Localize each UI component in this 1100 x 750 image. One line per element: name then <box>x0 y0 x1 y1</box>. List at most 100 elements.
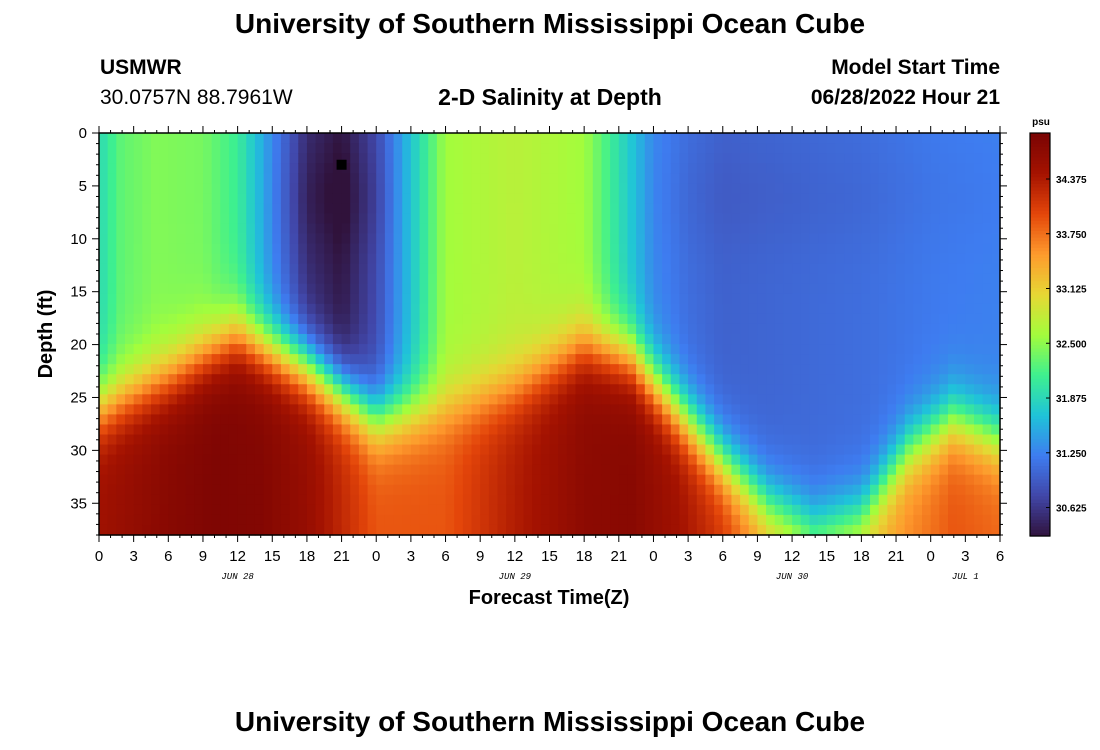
heatmap-cell <box>801 203 810 214</box>
heatmap-cell <box>671 354 680 365</box>
heatmap-cell <box>376 143 385 154</box>
heatmap-cell <box>983 294 992 305</box>
heatmap-cell <box>255 163 264 174</box>
heatmap-cell <box>324 404 333 415</box>
heatmap-cell <box>619 244 628 255</box>
heatmap-cell <box>671 374 680 385</box>
heatmap-cell <box>627 163 636 174</box>
heatmap-cell <box>290 203 299 214</box>
heatmap-cell <box>653 163 662 174</box>
heatmap-cell <box>593 274 602 285</box>
heatmap-cell <box>350 133 359 144</box>
heatmap-cell <box>437 193 446 204</box>
heatmap-cell <box>619 324 628 335</box>
heatmap-cell <box>506 254 515 265</box>
heatmap-cell <box>974 414 983 425</box>
heatmap-cell <box>905 455 914 466</box>
heatmap-cell <box>853 304 862 315</box>
heatmap-cell <box>731 324 740 335</box>
heatmap-cell <box>116 525 125 536</box>
heatmap-cell <box>558 435 567 446</box>
heatmap-cell <box>887 435 896 446</box>
heatmap-cell <box>524 193 533 204</box>
heatmap-cell <box>168 163 177 174</box>
heatmap-cell <box>740 495 749 506</box>
heatmap-cell <box>991 213 1000 224</box>
heatmap-cell <box>653 334 662 345</box>
heatmap-cell <box>662 424 671 435</box>
heatmap-cell <box>151 515 160 526</box>
heatmap-cell <box>593 374 602 385</box>
heatmap-cell <box>212 324 221 335</box>
heatmap-cell <box>255 445 264 456</box>
heatmap-cell <box>264 203 273 214</box>
heatmap-cell <box>913 264 922 275</box>
heatmap-cell <box>506 445 515 456</box>
heatmap-cell <box>298 424 307 435</box>
heatmap-cell <box>792 314 801 325</box>
heatmap-cell <box>801 394 810 405</box>
heatmap-cell <box>740 234 749 245</box>
heatmap-cell <box>290 324 299 335</box>
heatmap-cell <box>298 354 307 365</box>
heatmap-cell <box>437 294 446 305</box>
heatmap-cell <box>342 133 351 144</box>
heatmap-cell <box>593 495 602 506</box>
heatmap-cell <box>844 183 853 194</box>
heatmap-cell <box>246 364 255 375</box>
heatmap-cell <box>376 264 385 275</box>
heatmap-cell <box>385 173 394 184</box>
heatmap-cell <box>194 203 203 214</box>
heatmap-cell <box>359 515 368 526</box>
heatmap-cell <box>740 455 749 466</box>
heatmap-cell <box>627 244 636 255</box>
heatmap-cell <box>168 344 177 355</box>
heatmap-cell <box>368 133 377 144</box>
heatmap-cell <box>220 394 229 405</box>
heatmap-cell <box>740 445 749 456</box>
heatmap-cell <box>376 424 385 435</box>
heatmap-cell <box>134 515 143 526</box>
heatmap-cell <box>203 254 212 265</box>
heatmap-cell <box>472 183 481 194</box>
heatmap-cell <box>212 505 221 516</box>
heatmap-cell <box>974 465 983 476</box>
heatmap-cell <box>186 475 195 486</box>
heatmap-cell <box>298 344 307 355</box>
heatmap-cell <box>619 314 628 325</box>
heatmap-cell <box>212 374 221 385</box>
heatmap-cell <box>827 244 836 255</box>
heatmap-cell <box>818 294 827 305</box>
heatmap-cell <box>697 163 706 174</box>
heatmap-cell <box>844 465 853 476</box>
heatmap-cell <box>853 374 862 385</box>
heatmap-cell <box>705 234 714 245</box>
heatmap-cell <box>168 294 177 305</box>
heatmap-cell <box>775 213 784 224</box>
heatmap-cell <box>801 384 810 395</box>
heatmap-cell <box>342 314 351 325</box>
heatmap-cell <box>333 314 342 325</box>
heatmap-cell <box>437 404 446 415</box>
heatmap-cell <box>783 324 792 335</box>
heatmap-cell <box>307 173 316 184</box>
heatmap-cell <box>203 274 212 285</box>
heatmap-cell <box>238 274 247 285</box>
heatmap-cell <box>740 414 749 425</box>
heatmap-cell <box>645 364 654 375</box>
heatmap-cell <box>766 505 775 516</box>
heatmap-cell <box>134 163 143 174</box>
heatmap-cell <box>671 203 680 214</box>
heatmap-cell <box>636 324 645 335</box>
heatmap-cell <box>619 334 628 345</box>
heatmap-cell <box>792 254 801 265</box>
heatmap-cell <box>359 254 368 265</box>
heatmap-cell <box>723 193 732 204</box>
heatmap-cell <box>307 394 316 405</box>
heatmap-cell <box>688 274 697 285</box>
heatmap-cell <box>653 435 662 446</box>
heatmap-cell <box>879 284 888 295</box>
heatmap-cell <box>965 264 974 275</box>
heatmap-cell <box>645 344 654 355</box>
heatmap-cell <box>212 163 221 174</box>
